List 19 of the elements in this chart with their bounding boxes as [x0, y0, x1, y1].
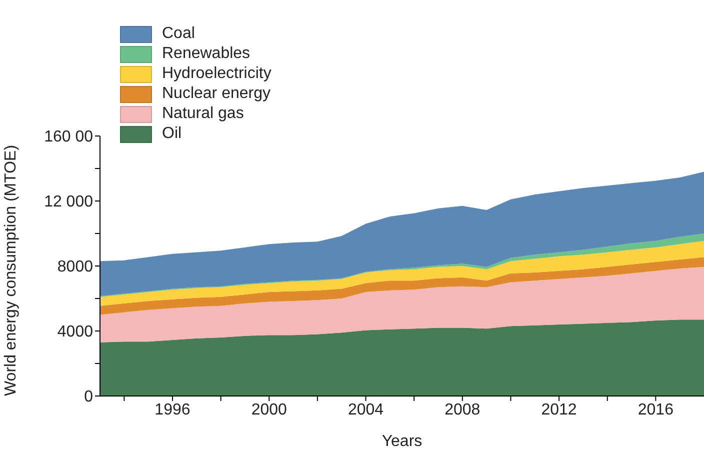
y-tick-label: 12 000	[44, 194, 94, 211]
legend-label: Renewables	[162, 44, 250, 64]
x-tick-label: 2012	[541, 401, 577, 418]
x-tick-label: 2008	[444, 401, 480, 418]
x-axis-title: Years	[382, 433, 422, 450]
legend-label: Nuclear energy	[162, 84, 270, 104]
y-tick-label: 160 00	[44, 128, 94, 146]
y-tick-label: 4000	[57, 324, 94, 341]
x-tick-label: 2000	[251, 401, 288, 418]
y-tick-label: 8000	[57, 258, 94, 276]
x-tick-label: 1996	[154, 401, 190, 418]
x-tick-label: 2016	[638, 401, 674, 418]
y-axis-title: World energy consumption (MTOE)	[2, 144, 20, 396]
legend-label: Natural gas	[162, 104, 244, 124]
y-tick-label: 0	[84, 388, 94, 406]
legend-label: Coal	[162, 24, 195, 44]
legend-label: Oil	[162, 124, 182, 144]
x-tick-label: 2004	[348, 401, 384, 418]
legend-label: Hydroelectricity	[162, 64, 272, 84]
